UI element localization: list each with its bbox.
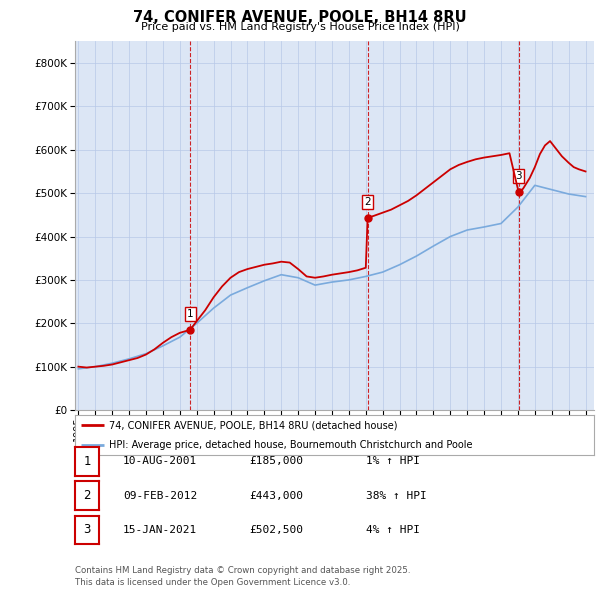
Text: £502,500: £502,500 [249,525,303,535]
Text: 3: 3 [515,171,522,181]
Text: 3: 3 [83,523,91,536]
Text: Contains HM Land Registry data © Crown copyright and database right 2025.
This d: Contains HM Land Registry data © Crown c… [75,566,410,587]
Text: 1% ↑ HPI: 1% ↑ HPI [366,457,420,466]
Text: £443,000: £443,000 [249,491,303,500]
Text: 38% ↑ HPI: 38% ↑ HPI [366,491,427,500]
Text: 15-JAN-2021: 15-JAN-2021 [123,525,197,535]
Text: £185,000: £185,000 [249,457,303,466]
Text: 74, CONIFER AVENUE, POOLE, BH14 8RU (detached house): 74, CONIFER AVENUE, POOLE, BH14 8RU (det… [109,421,397,430]
Text: 74, CONIFER AVENUE, POOLE, BH14 8RU: 74, CONIFER AVENUE, POOLE, BH14 8RU [133,10,467,25]
Text: 1: 1 [83,455,91,468]
Text: 10-AUG-2001: 10-AUG-2001 [123,457,197,466]
Text: 1: 1 [187,309,193,319]
Text: Price paid vs. HM Land Registry's House Price Index (HPI): Price paid vs. HM Land Registry's House … [140,22,460,32]
Text: 09-FEB-2012: 09-FEB-2012 [123,491,197,500]
Text: HPI: Average price, detached house, Bournemouth Christchurch and Poole: HPI: Average price, detached house, Bour… [109,441,472,450]
Text: 2: 2 [83,489,91,502]
Text: 2: 2 [364,197,371,207]
Text: 4% ↑ HPI: 4% ↑ HPI [366,525,420,535]
